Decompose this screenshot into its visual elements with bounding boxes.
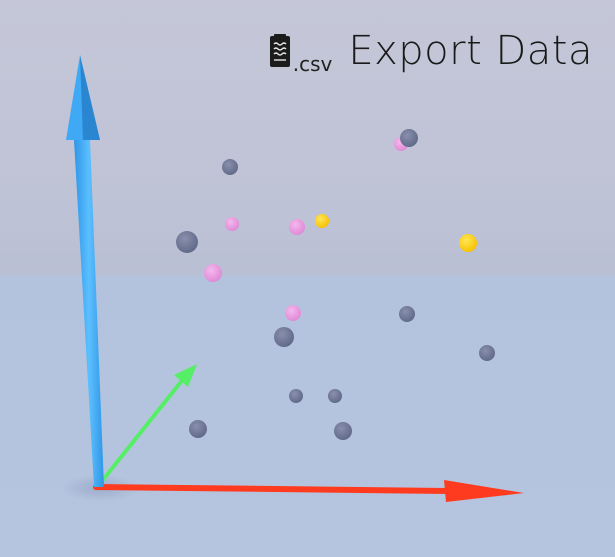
data-point-gray[interactable] — [289, 389, 303, 403]
csv-extension-label: .csv — [292, 52, 333, 76]
data-point-gray[interactable] — [400, 129, 418, 147]
data-point-gray[interactable] — [176, 231, 198, 253]
y-axis — [66, 55, 104, 487]
export-data-button[interactable]: .csv Export Data — [269, 28, 593, 74]
data-point-yellow[interactable] — [459, 234, 477, 252]
data-point-gray[interactable] — [222, 159, 238, 175]
data-points — [176, 129, 495, 440]
data-point-yellow[interactable] — [315, 214, 329, 228]
data-point-pink[interactable] — [289, 219, 305, 235]
document-icon — [269, 34, 290, 67]
data-point-gray[interactable] — [189, 420, 207, 438]
x-axis — [93, 480, 524, 502]
data-point-pink[interactable] — [285, 305, 301, 321]
z-axis — [96, 364, 197, 488]
data-point-gray[interactable] — [479, 345, 495, 361]
data-point-pink[interactable] — [204, 264, 222, 282]
data-point-gray[interactable] — [274, 327, 294, 347]
data-point-gray[interactable] — [334, 422, 352, 440]
data-point-pink[interactable] — [225, 217, 239, 231]
data-point-gray[interactable] — [399, 306, 415, 322]
csv-file-icon: .csv — [269, 34, 332, 74]
data-point-gray[interactable] — [328, 389, 342, 403]
export-data-label: Export Data — [348, 28, 593, 74]
